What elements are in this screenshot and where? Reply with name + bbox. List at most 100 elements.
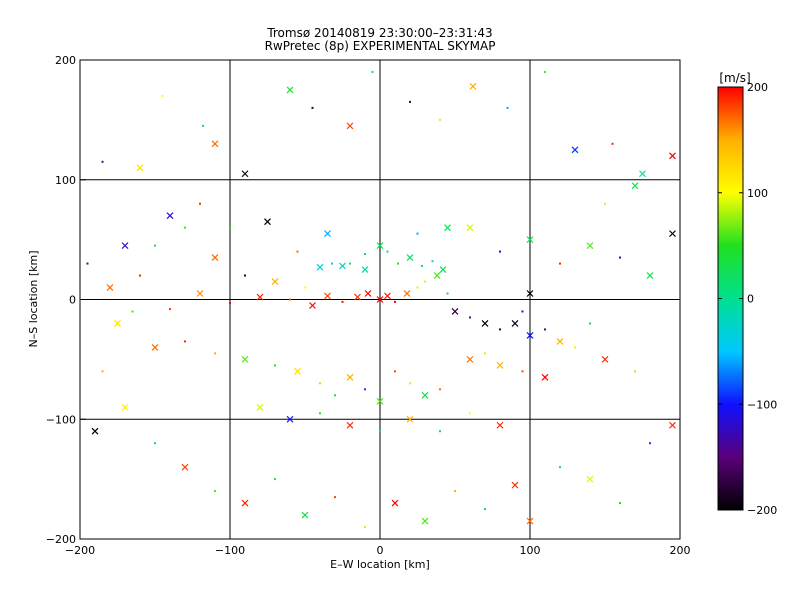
data-point-cross — [136, 164, 144, 172]
data-point-cross — [376, 296, 384, 303]
data-point-dot — [334, 394, 336, 397]
data-point-cross — [346, 421, 354, 429]
data-point-cross — [481, 320, 489, 327]
data-point-dot — [619, 256, 621, 259]
data-point-cross — [376, 242, 384, 250]
data-point-dot — [296, 250, 299, 253]
data-point-cross — [106, 284, 114, 291]
data-point-dot — [439, 430, 441, 433]
data-point-cross — [151, 343, 159, 351]
data-point-dot — [169, 308, 171, 311]
data-point-cross — [421, 517, 429, 525]
data-point-dot — [229, 226, 231, 229]
data-point-dot — [214, 490, 216, 493]
data-point-dot — [416, 232, 419, 235]
y-tick-label: 100 — [55, 174, 76, 187]
data-point-cross — [121, 242, 129, 250]
data-point-dot — [334, 496, 336, 499]
data-point-cross — [439, 266, 447, 273]
data-point-dot — [364, 252, 366, 255]
data-point-dot — [184, 226, 186, 229]
data-point-cross — [511, 320, 519, 327]
data-point-cross — [556, 337, 564, 345]
data-point-cross — [241, 170, 249, 178]
data-point-cross — [211, 140, 219, 148]
data-point-cross — [376, 397, 384, 405]
data-point-dot — [394, 300, 396, 303]
data-point-cross — [526, 236, 534, 244]
data-point-cross — [384, 292, 391, 300]
data-point-dot — [139, 274, 141, 277]
data-point-cross — [451, 308, 459, 315]
data-point-dot — [634, 370, 636, 373]
data-point-dot — [397, 262, 399, 265]
data-point-cross — [646, 272, 654, 279]
data-point-dot — [454, 490, 456, 493]
data-point-dot — [521, 310, 524, 313]
colorbar-label: [m/s] — [719, 71, 750, 85]
data-point-dot — [559, 262, 561, 265]
data-point-cross — [466, 355, 474, 363]
data-point-cross — [286, 415, 294, 423]
data-point-cross — [294, 367, 301, 375]
data-point-dot — [349, 262, 351, 265]
x-tick-label: −100 — [215, 544, 245, 557]
data-point-cross — [496, 421, 504, 429]
data-point-cross — [403, 290, 411, 297]
data-point-dot — [604, 202, 606, 205]
colorbar-tick-label: −100 — [747, 398, 777, 411]
data-point-dot — [331, 262, 333, 265]
x-tick-label: −200 — [65, 544, 95, 557]
y-tick-label: −200 — [46, 533, 76, 546]
data-point-dot — [649, 442, 651, 445]
data-point-dot — [499, 328, 501, 331]
data-point-dot — [439, 388, 441, 391]
data-point-cross — [211, 254, 219, 262]
data-point-dot — [184, 340, 186, 343]
colorbar-ticks: 200 100 0 −100 −200 — [718, 81, 777, 517]
chart-title: Tromsø 20140819 23:30:00–23:31:43 — [267, 26, 493, 40]
data-point-dot — [101, 370, 104, 373]
data-point-cross — [496, 361, 504, 369]
colorbar-tick-label: 100 — [747, 187, 768, 200]
data-point-cross — [391, 499, 399, 507]
data-point-dot — [311, 106, 314, 109]
y-tick-label: −100 — [46, 413, 76, 426]
data-point-dot — [341, 300, 344, 303]
data-point-dot — [319, 412, 321, 415]
data-point-cross — [256, 293, 264, 301]
data-point-cross — [469, 82, 477, 90]
y-tick-label: 0 — [69, 294, 76, 307]
data-point-dot — [611, 142, 614, 145]
data-point-cross — [406, 415, 414, 423]
data-point-cross — [511, 481, 519, 489]
data-point-dot — [131, 310, 134, 313]
data-point-dot — [416, 286, 419, 289]
colorbar-tick-label: −200 — [747, 504, 777, 517]
data-point-cross — [316, 263, 324, 271]
y-axis-ticks: −200 −100 0 100 200 — [46, 54, 86, 546]
data-point-cross — [324, 230, 331, 238]
data-point-dot — [506, 106, 509, 109]
data-point-cross — [301, 511, 309, 519]
data-point-cross — [433, 272, 441, 279]
y-tick-label: 200 — [55, 54, 76, 67]
data-point-dot — [319, 382, 321, 385]
data-point-dot — [521, 370, 524, 373]
data-point-dot — [274, 478, 276, 481]
data-point-dot — [379, 430, 381, 433]
data-point-cross — [526, 332, 534, 339]
data-point-dot — [469, 316, 471, 319]
data-point-cross — [541, 373, 549, 381]
data-point-dot — [154, 244, 156, 247]
data-point-dot — [199, 202, 201, 205]
data-point-dot — [499, 250, 501, 253]
data-point-cross — [444, 224, 451, 232]
x-axis-label: E–W location [km] — [330, 558, 430, 571]
data-point-dot — [484, 508, 486, 511]
x-tick-label: 100 — [520, 544, 541, 557]
data-point-cross — [586, 242, 594, 250]
data-point-dot — [484, 352, 486, 355]
data-point-dot — [574, 346, 576, 349]
